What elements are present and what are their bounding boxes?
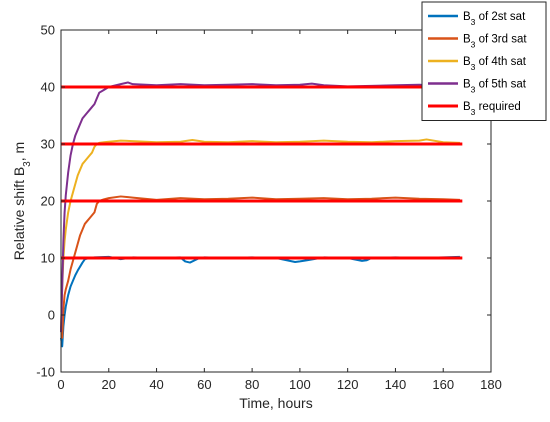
legend-entry-label: B3 of 2st sat	[463, 11, 526, 27]
legend-entry-label: B3 of 5th sat	[463, 79, 527, 95]
y-tick-label: 0	[48, 308, 55, 323]
x-tick-label: 0	[57, 377, 64, 392]
x-tick-label: 140	[385, 377, 407, 392]
x-tick-label: 40	[149, 377, 163, 392]
series-line-3	[60, 138, 460, 333]
series-line-4	[60, 81, 460, 333]
y-tick-label: 10	[41, 251, 55, 266]
x-tick-label: 20	[102, 377, 116, 392]
x-axis-label: Time, hours	[239, 395, 312, 411]
y-tick-label: 20	[41, 194, 55, 209]
legend-entry-label: B3 required	[463, 101, 521, 117]
plot-layer	[60, 81, 463, 348]
series-line-2	[60, 195, 460, 339]
x-tick-label: 80	[245, 377, 259, 392]
x-tick-label: 60	[197, 377, 211, 392]
y-tick-label: 50	[41, 23, 55, 38]
x-tick-label: 120	[337, 377, 359, 392]
y-tick-label: 40	[41, 80, 55, 95]
x-tick-label: 180	[480, 377, 502, 392]
legend-entry-label: B3 of 4th sat	[463, 56, 527, 72]
legend: B3 of 2st sat B3 of 3rd sat B3 of 4th sat B…	[421, 1, 547, 121]
x-tick-label: 100	[289, 377, 311, 392]
y-tick-label: -10	[36, 365, 55, 380]
legend-entry-label: B3 of 3rd sat	[463, 34, 527, 50]
series-line-1	[60, 255, 460, 348]
y-axis-label: Relative shift B3, m	[11, 142, 33, 260]
x-tick-label: 160	[432, 377, 454, 392]
y-tick-label: 30	[41, 137, 55, 152]
